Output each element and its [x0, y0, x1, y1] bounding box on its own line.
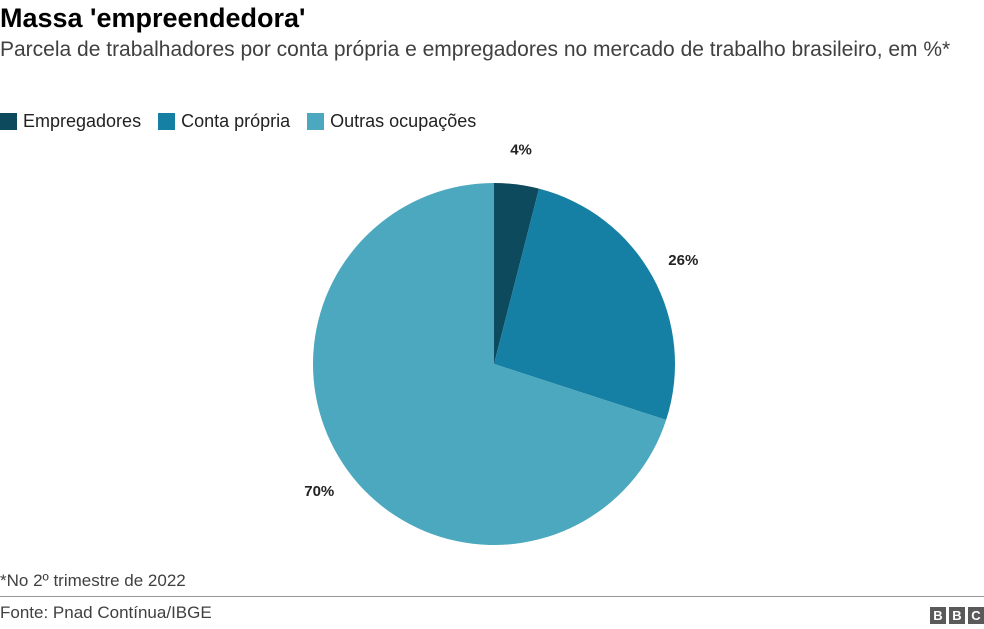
footnote: *No 2º trimestre de 2022 — [0, 571, 186, 591]
data-label-conta-propria: 26% — [668, 252, 698, 269]
data-label-empregadores: 4% — [510, 142, 532, 159]
source-note: Fonte: Pnad Contínua/IBGE — [0, 603, 212, 623]
bbc-logo-block-2: B — [949, 607, 965, 624]
footer-divider — [0, 596, 984, 597]
pie-slices — [313, 183, 675, 545]
data-label-outras-ocupacoes: 70% — [304, 483, 334, 500]
bbc-logo-block-3: C — [968, 607, 984, 624]
bbc-logo-block-1: B — [930, 607, 946, 624]
bbc-logo: B B C — [927, 607, 984, 624]
